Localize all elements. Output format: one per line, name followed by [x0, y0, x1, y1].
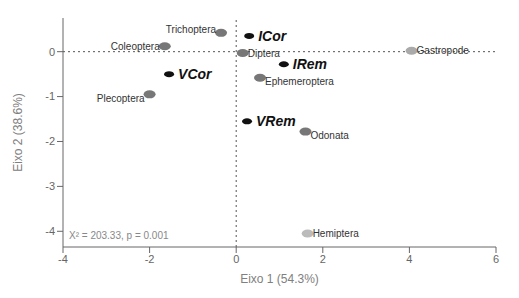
svg-text:VCor: VCor: [178, 66, 213, 82]
svg-text:Gastropode: Gastropode: [417, 45, 470, 56]
svg-text:-3: -3: [45, 180, 55, 192]
svg-text:-4: -4: [58, 253, 68, 265]
svg-text:IRem: IRem: [293, 56, 327, 72]
svg-text:-1: -1: [45, 90, 55, 102]
svg-text:4: 4: [406, 253, 412, 265]
svg-text:-2: -2: [145, 253, 155, 265]
svg-text:Trichoptera: Trichoptera: [166, 24, 217, 35]
svg-text:Diptera: Diptera: [248, 48, 281, 59]
svg-text:2: 2: [320, 253, 326, 265]
svg-text:Odonata: Odonata: [310, 130, 349, 141]
svg-text:ICor: ICor: [258, 28, 288, 44]
svg-text:VRem: VRem: [256, 113, 296, 129]
svg-text:Eixo 2 (38.6%): Eixo 2 (38.6%): [11, 93, 25, 172]
svg-text:Ephemeroptera: Ephemeroptera: [265, 76, 334, 87]
svg-text:0: 0: [233, 253, 239, 265]
html-text:X² = 203.33, p = 0.001: X² = 203.33, p = 0.001: [69, 230, 169, 241]
svg-text:Coleoptera: Coleoptera: [111, 41, 160, 52]
svg-text:Hemiptera: Hemiptera: [313, 228, 360, 239]
svg-text:Eixo 1 (54.3%): Eixo 1 (54.3%): [240, 272, 319, 286]
svg-text:Plecoptera: Plecoptera: [97, 93, 145, 104]
svg-text:6: 6: [493, 253, 499, 265]
svg-text:-4: -4: [45, 225, 55, 237]
svg-text:-2: -2: [45, 135, 55, 147]
svg-text:0: 0: [49, 46, 55, 58]
